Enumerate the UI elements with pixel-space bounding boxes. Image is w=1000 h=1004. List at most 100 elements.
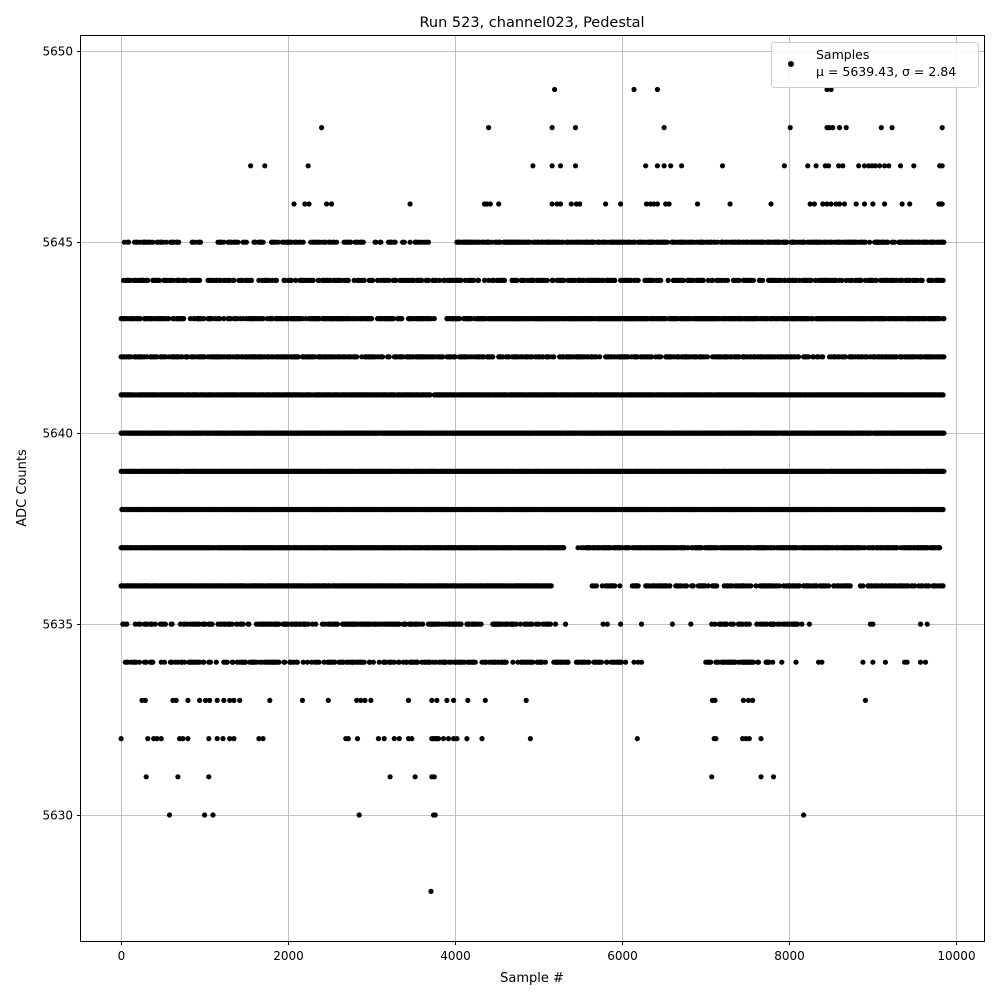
sample-point — [201, 660, 206, 665]
sample-point — [432, 774, 437, 779]
sample-point — [549, 583, 554, 588]
sample-point — [282, 660, 287, 665]
sample-point — [454, 736, 459, 741]
sample-point — [221, 698, 226, 703]
sample-point — [124, 622, 129, 627]
sample-point — [434, 698, 439, 703]
sample-point — [770, 660, 775, 665]
sample-point — [420, 622, 425, 627]
sample-point — [145, 736, 150, 741]
sample-point — [618, 622, 623, 627]
sample-point — [801, 812, 806, 817]
sample-point — [167, 812, 172, 817]
sample-point — [612, 583, 617, 588]
sample-point — [368, 698, 373, 703]
sample-point — [300, 698, 305, 703]
sample-point — [406, 698, 411, 703]
sample-point — [747, 622, 752, 627]
sample-point — [747, 736, 752, 741]
sample-point — [758, 736, 763, 741]
sample-point — [465, 698, 470, 703]
sample-point — [444, 698, 449, 703]
sample-point — [483, 698, 488, 703]
sample-point — [870, 622, 875, 627]
sample-point — [870, 660, 875, 665]
sample-point — [413, 774, 418, 779]
sample-point — [357, 812, 362, 817]
sample-point — [371, 660, 376, 665]
sample-point — [860, 583, 865, 588]
sample-point — [220, 736, 225, 741]
sample-point — [246, 622, 251, 627]
sample-point — [605, 622, 610, 627]
sample-point — [731, 622, 736, 627]
sample-point — [771, 774, 776, 779]
sample-point — [382, 736, 387, 741]
sample-point — [635, 736, 640, 741]
sample-point — [153, 622, 158, 627]
sample-point — [670, 622, 675, 627]
sample-point — [214, 660, 219, 665]
sample-point — [709, 774, 714, 779]
sample-point — [826, 583, 831, 588]
sample-point — [925, 622, 930, 627]
sample-point — [335, 622, 340, 627]
sample-point — [504, 660, 509, 665]
sample-point — [799, 622, 804, 627]
sample-point — [185, 736, 190, 741]
sample-point — [543, 660, 548, 665]
sample-point — [848, 583, 853, 588]
sample-point — [175, 774, 180, 779]
sample-point — [524, 698, 529, 703]
sample-point — [510, 660, 515, 665]
sample-point — [143, 698, 148, 703]
sample-point — [599, 660, 604, 665]
sample-point — [918, 622, 923, 627]
sample-point — [594, 583, 599, 588]
sample-point — [548, 622, 553, 627]
sample-point — [207, 698, 212, 703]
sample-point — [392, 736, 397, 741]
sample-point — [202, 812, 207, 817]
sample-point — [162, 660, 167, 665]
sample-point — [464, 736, 469, 741]
sample-point — [918, 660, 923, 665]
sample-point — [905, 660, 910, 665]
sample-point — [355, 736, 360, 741]
sample-point — [860, 660, 865, 665]
sample-point — [616, 660, 621, 665]
sample-point — [451, 698, 456, 703]
sample-point — [565, 660, 570, 665]
sample-point — [639, 660, 644, 665]
sample-point — [863, 698, 868, 703]
sample-point — [215, 736, 220, 741]
sample-point — [137, 660, 142, 665]
sample-point — [779, 660, 784, 665]
sample-point — [429, 698, 434, 703]
sample-point — [276, 660, 281, 665]
sample-point — [119, 736, 124, 741]
sample-point — [563, 622, 568, 627]
sample-point — [215, 698, 220, 703]
sample-point — [479, 622, 484, 627]
sample-point — [714, 583, 719, 588]
sample-point — [208, 660, 213, 665]
sample-point — [479, 736, 484, 741]
sample-point — [807, 622, 812, 627]
sample-point — [362, 660, 367, 665]
sample-point — [163, 622, 168, 627]
sample-point — [575, 660, 580, 665]
sample-point — [561, 545, 566, 550]
sample-point — [941, 583, 946, 588]
sample-point — [185, 698, 190, 703]
sample-point — [376, 736, 381, 741]
sample-point — [295, 660, 300, 665]
sample-point — [225, 660, 230, 665]
sample-point — [388, 774, 393, 779]
sample-point — [708, 660, 713, 665]
sample-point — [144, 774, 149, 779]
sample-point — [756, 660, 761, 665]
